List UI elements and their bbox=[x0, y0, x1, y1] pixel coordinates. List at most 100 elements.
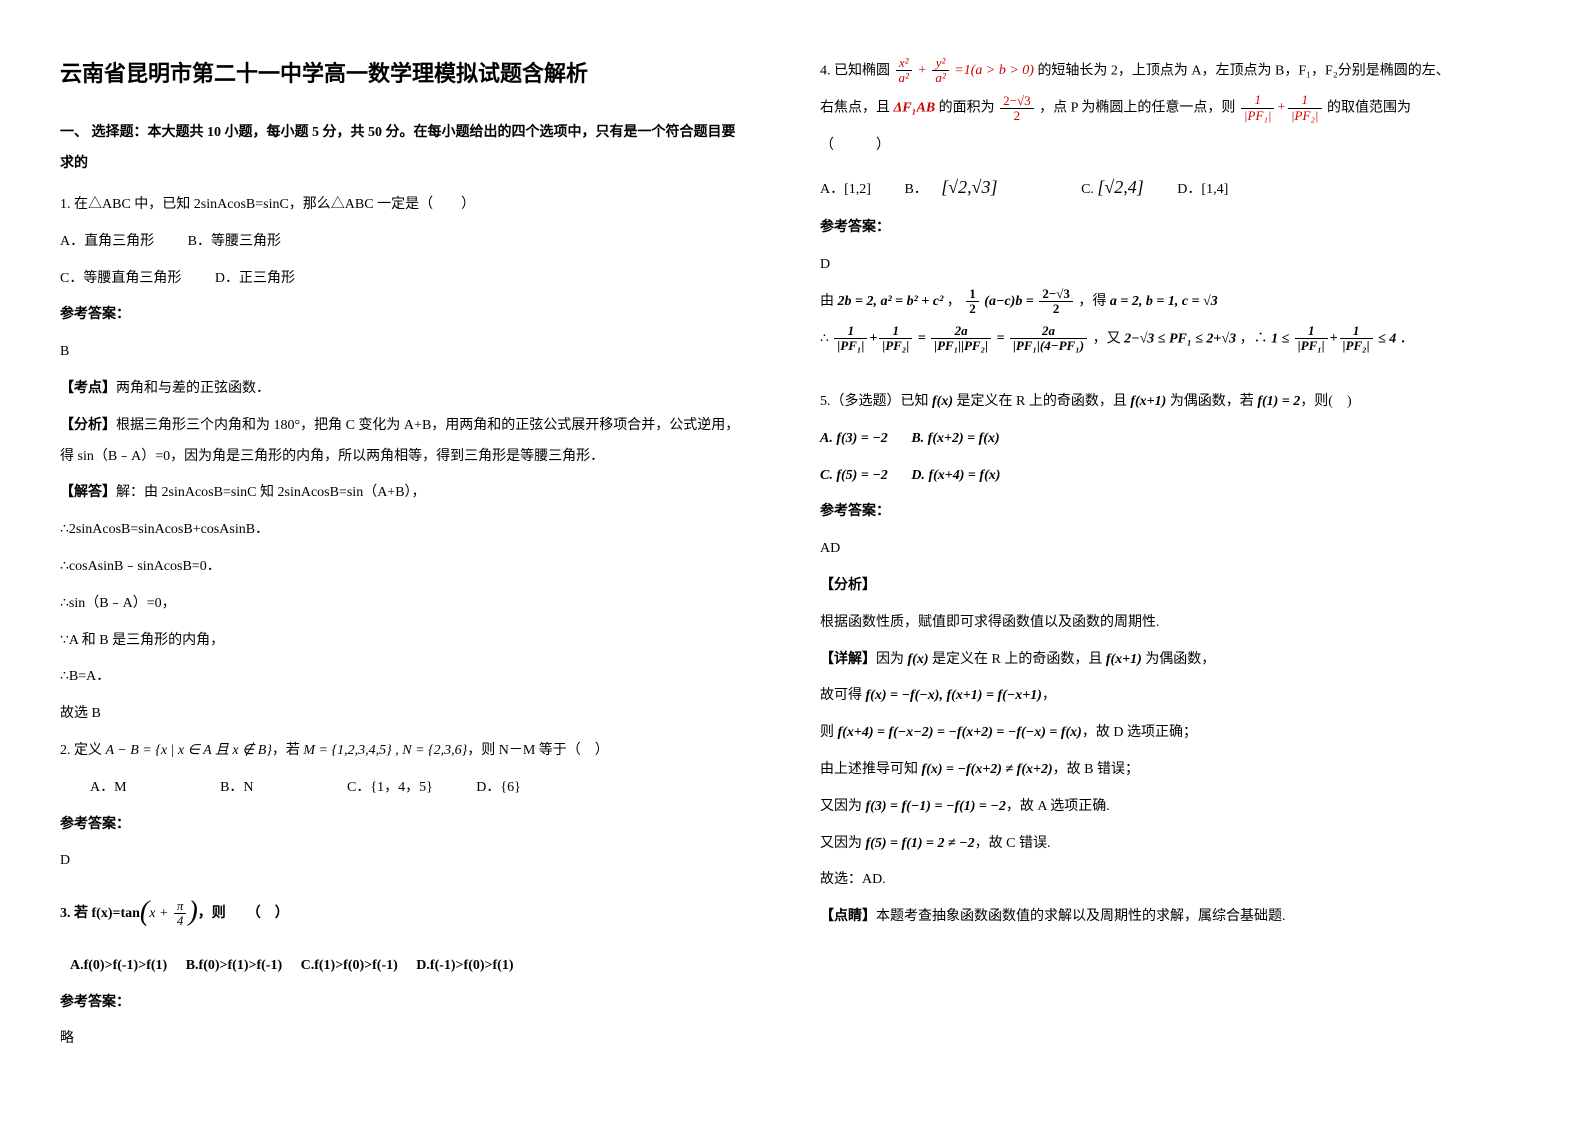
q1-jd1-line: 【解答】解：由 2sinAcosB=sinC 知 2sinAcosB=sin（A… bbox=[60, 478, 740, 509]
q5-xs3a: 则 bbox=[820, 725, 838, 740]
q4-f: 的取值范围为 bbox=[1327, 101, 1411, 116]
q4-g: （ ） bbox=[820, 131, 1500, 162]
q1-opts-row2: C．等腰直角三角形 D．正三角形 bbox=[60, 264, 740, 295]
q4-l2d: 2−√3 ≤ PF₁ ≤ 2+√3 bbox=[1124, 331, 1236, 346]
q2-c: ，若 bbox=[272, 743, 304, 758]
q1-jd3: ∴cosAsinB﹣sinAcosB=0． bbox=[60, 552, 740, 583]
q2-a: 2. 定义 bbox=[60, 743, 106, 758]
q4-opts: A．[1,2] B． [√2,√3] C. [√2,4] D．[1,4] bbox=[820, 168, 1500, 208]
q1-ans: B bbox=[60, 337, 740, 368]
q4-c: 右焦点，且 bbox=[820, 101, 894, 116]
q4-opt-c: C. bbox=[1081, 175, 1094, 206]
q5-xs6: 又因为 f(5) = f(1) = 2 ≠ −2，故 C 错误. bbox=[820, 829, 1500, 860]
q3-opt-b: B.f(0)>f(1)>f(-1) bbox=[186, 951, 282, 982]
q1-opt-d: D．正三角形 bbox=[215, 264, 295, 295]
q4-opt-c2: [√2,4] bbox=[1097, 168, 1143, 208]
q5-xs4c: ，故 B 错误； bbox=[1053, 762, 1139, 777]
q5-e: 为偶函数，若 bbox=[1166, 394, 1257, 409]
q1-jd5: ∵A 和 B 是三角形的内角， bbox=[60, 626, 740, 657]
q5-g: ，则( ) bbox=[1300, 394, 1351, 409]
q2-opt-d: D．{6} bbox=[476, 773, 521, 804]
q5-xs5b: f(3) = f(−1) = −f(1) = −2 bbox=[866, 799, 1006, 814]
q3-opt-c: C.f(1)>f(0)>f(-1) bbox=[301, 951, 398, 982]
q4-opt-d: D．[1,4] bbox=[1177, 175, 1228, 206]
q1-fx-label: 【分析】 bbox=[60, 418, 116, 433]
q2-opts: A．M B．N C．{1，4，5} D．{6} bbox=[60, 773, 740, 804]
q4-d: 的面积为 bbox=[939, 101, 999, 116]
q3-opts: A.f(0)>f(-1)>f(1) B.f(0)>f(1)>f(-1) C.f(… bbox=[60, 951, 740, 982]
q4-tri: ΔF₁AB bbox=[894, 101, 936, 116]
q2-opt-a: A．M bbox=[90, 773, 127, 804]
q1-opt-b: B．等腰三角形 bbox=[188, 227, 281, 258]
q3-ans: 略 bbox=[60, 1024, 740, 1055]
q2-ans-label: 参考答案： bbox=[60, 810, 740, 841]
q5-ds: 【点睛】本题考查抽象函数函数值的求解以及周期性的求解，属综合基础题. bbox=[820, 902, 1500, 933]
q4-l1f: a = 2, b = 1, c = √3 bbox=[1110, 294, 1218, 309]
q1-opt-c: C．等腰直角三角形 bbox=[60, 264, 181, 295]
q4-l1a: 由 bbox=[820, 294, 838, 309]
q5-b: f(x) bbox=[932, 394, 953, 409]
q1-kd: 两角和与差的正弦函数． bbox=[116, 381, 270, 396]
q4-opt-b: B． bbox=[904, 175, 927, 206]
q2-stem: 2. 定义 A − B = {x | x ∈ A 且 x ∉ B}，若 M = … bbox=[60, 736, 740, 767]
q5-xs-label: 【详解】 bbox=[820, 652, 876, 667]
q5-ds-txt: 本题考查抽象函数函数值的求解以及周期性的求解，属综合基础题. bbox=[876, 909, 1286, 924]
q5-xs2: 故可得 f(x) = −f(−x), f(x+1) = f(−x+1)， bbox=[820, 681, 1500, 712]
q5-ds-label: 【点睛】 bbox=[820, 909, 876, 924]
q4-l2-sum2: 1|PF₁|+1|PF₂| bbox=[1293, 324, 1375, 355]
q5-xs5: 又因为 f(3) = f(−1) = −f(1) = −2，故 A 选项正确. bbox=[820, 792, 1500, 823]
q4-l2c: ，又 bbox=[1093, 331, 1125, 346]
section-1-head: 一、 选择题：本大题共 10 小题，每小题 5 分，共 50 分。在每小题给出的… bbox=[60, 118, 740, 180]
q1-opt-a: A．直角三角形 bbox=[60, 227, 154, 258]
q3-b: x + π4 bbox=[149, 906, 188, 921]
q1-jd6: ∴B=A． bbox=[60, 662, 740, 693]
q1-fx: 根据三角形三个内角和为 180°，把角 C 变化为 A+B，用两角和的正弦公式展… bbox=[60, 418, 739, 464]
q4-l1d: (a−c)b = bbox=[984, 294, 1037, 309]
q5-xs2b: f(x) = −f(−x), f(x+1) = f(−x+1) bbox=[866, 688, 1042, 703]
q3-paren: ( bbox=[140, 881, 149, 943]
q3-a: 3. 若 f(x)=tan bbox=[60, 906, 140, 921]
q5-xs2a: 故可得 bbox=[820, 688, 866, 703]
q1-jd1: 解：由 2sinAcosB=sinC 知 2sinAcosB=sin（A+B）， bbox=[116, 485, 426, 500]
q4-l1e: ，得 bbox=[1078, 294, 1110, 309]
q5-opts-row1: A. f(3) = −2 B. f(x+2) = f(x) bbox=[820, 424, 1500, 455]
q2-b: A − B = {x | x ∈ A 且 x ∉ B} bbox=[106, 743, 272, 758]
q5-xs1c: 是定义在 R 上的奇函数，且 bbox=[929, 652, 1106, 667]
q5-fx: 根据函数性质，赋值即可求得函数值以及函数的周期性. bbox=[820, 608, 1500, 639]
q5-xs1: 【详解】因为 f(x) 是定义在 R 上的奇函数，且 f(x+1) 为偶函数， bbox=[820, 645, 1500, 676]
q4-ans-label: 参考答案： bbox=[820, 213, 1500, 244]
q5-xs1a: 因为 bbox=[876, 652, 908, 667]
q4-l2f: 1 ≤ bbox=[1271, 331, 1293, 346]
q4-sum-frac: 1|PF₁|+1|PF₂| bbox=[1239, 93, 1324, 124]
q5-opt-b: B. f(x+2) = f(x) bbox=[911, 424, 999, 455]
q5-opts-row2: C. f(5) = −2 D. f(x+4) = f(x) bbox=[820, 461, 1500, 492]
q5-xs3b: f(x+4) = f(−x−2) = −f(x+2) = −f(−x) = f(… bbox=[838, 725, 1082, 740]
q3-c: ，则 （ ） bbox=[198, 906, 289, 921]
q5-xs2c: ， bbox=[1042, 688, 1056, 703]
q1-ans-label: 参考答案： bbox=[60, 300, 740, 331]
q1-opts-row1: A．直角三角形 B．等腰三角形 bbox=[60, 227, 740, 258]
q4-stem-line2: 右焦点，且 ΔF₁AB 的面积为 2−√32 ，点 P 为椭圆上的任意一点，则 … bbox=[820, 93, 1500, 124]
q5-xs4: 由上述推导可知 f(x) = −f(x+2) ≠ f(x+2)，故 B 错误； bbox=[820, 755, 1500, 786]
q2-e: ，则 N－M 等于（ ） bbox=[467, 743, 609, 758]
q5-xs6b: f(5) = f(1) = 2 ≠ −2 bbox=[866, 836, 975, 851]
q5-ans-label: 参考答案： bbox=[820, 497, 1500, 528]
q4-sol-line1: 由 2b = 2, a² = b² + c² ， 12 (a−c)b = 2−√… bbox=[820, 287, 1500, 318]
q1-jd-label: 【解答】 bbox=[60, 485, 116, 500]
q5-opt-a: A. f(3) = −2 bbox=[820, 424, 888, 455]
q5-ans: AD bbox=[820, 534, 1500, 565]
q5-xs4a: 由上述推导可知 bbox=[820, 762, 922, 777]
q3-ans-label: 参考答案： bbox=[60, 988, 740, 1019]
q5-xs5a: 又因为 bbox=[820, 799, 866, 814]
q4-l2e: ，∴ bbox=[1240, 331, 1268, 346]
q3-opt-a: A.f(0)>f(-1)>f(1) bbox=[70, 951, 167, 982]
q1-jd2: ∴2sinAcosB=sinAcosB+cosAsinB． bbox=[60, 515, 740, 546]
q5-opt-c: C. f(5) = −2 bbox=[820, 461, 888, 492]
q4-b: 的短轴长为 2，上顶点为 A，左顶点为 B，F₁，F₂分别是椭圆的左、 bbox=[1037, 64, 1449, 79]
q4-opt-a: A．[1,2] bbox=[820, 175, 871, 206]
q5-a: 5.（多选题）已知 bbox=[820, 394, 932, 409]
q4-area-frac: 2−√32 bbox=[1000, 94, 1033, 124]
q4-stem-line1: 4. 已知椭圆 x²a² + y²a² =1(a > b > 0) 的短轴长为 … bbox=[820, 56, 1500, 87]
q5-xs7: 故选：AD. bbox=[820, 865, 1500, 896]
q4-sol-line2: ∴ 1|PF₁|+1|PF₂| = 2a|PF₁||PF₂| = 2a|PF₁|… bbox=[820, 324, 1500, 355]
